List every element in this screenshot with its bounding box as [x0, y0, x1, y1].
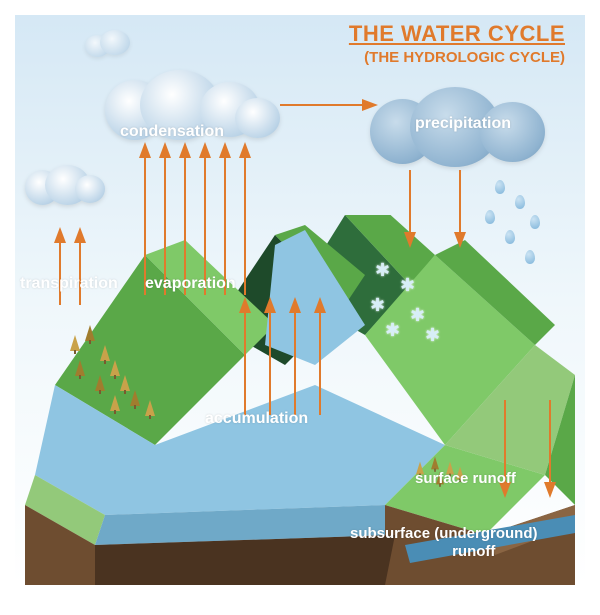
tree-icon	[110, 395, 120, 411]
tree-icon	[75, 360, 85, 376]
cloud-wisp	[85, 30, 135, 60]
raindrop-icon	[495, 180, 505, 194]
title-main: THE WATER CYCLE	[349, 21, 565, 47]
tree-icon	[130, 390, 140, 406]
label-accumulation: accumulation	[205, 410, 308, 428]
label-surface-runoff: surface runoff	[415, 470, 516, 487]
label-condensation: condensation	[120, 123, 224, 141]
tree-icon	[110, 360, 120, 376]
tree-icon	[431, 457, 439, 470]
diagram-title-block: THE WATER CYCLE (THE HYDROLOGIC CYCLE)	[349, 21, 565, 66]
transpiration-arrows	[50, 225, 110, 315]
snowflake-icon: ✱	[410, 305, 425, 326]
snowflake-icon: ✱	[370, 295, 385, 316]
snowflake-icon: ✱	[385, 320, 400, 341]
tree-icon	[85, 325, 95, 341]
tree-icon	[120, 375, 130, 391]
label-precipitation: precipitation	[415, 115, 511, 133]
accumulation-arrows	[235, 295, 345, 425]
label-evaporation: evaporation	[145, 275, 236, 293]
tree-icon	[70, 335, 80, 351]
tree-icon	[145, 400, 155, 416]
tree-icon	[100, 345, 110, 361]
condensation-to-precip-arrow	[280, 95, 380, 115]
tree-icon	[95, 375, 105, 391]
snowflake-icon: ✱	[400, 275, 415, 296]
runoff-arrows	[495, 395, 575, 505]
snowflake-icon: ✱	[375, 260, 390, 281]
cloud-left-small	[25, 165, 105, 205]
label-transpiration: transpiration	[20, 275, 118, 293]
title-sub: (THE HYDROLOGIC CYCLE)	[349, 49, 565, 66]
label-subsurface-runoff: subsurface (underground) runoff	[350, 525, 538, 561]
label-subsurface-l2: runoff	[452, 543, 495, 560]
label-subsurface-l1: subsurface (underground)	[350, 525, 538, 542]
precipitation-arrows	[400, 165, 490, 255]
diagram-canvas: THE WATER CYCLE (THE HYDROLOGIC CYCLE)	[15, 15, 585, 585]
raindrop-icon	[515, 195, 525, 209]
snowflake-icon: ✱	[425, 325, 440, 346]
